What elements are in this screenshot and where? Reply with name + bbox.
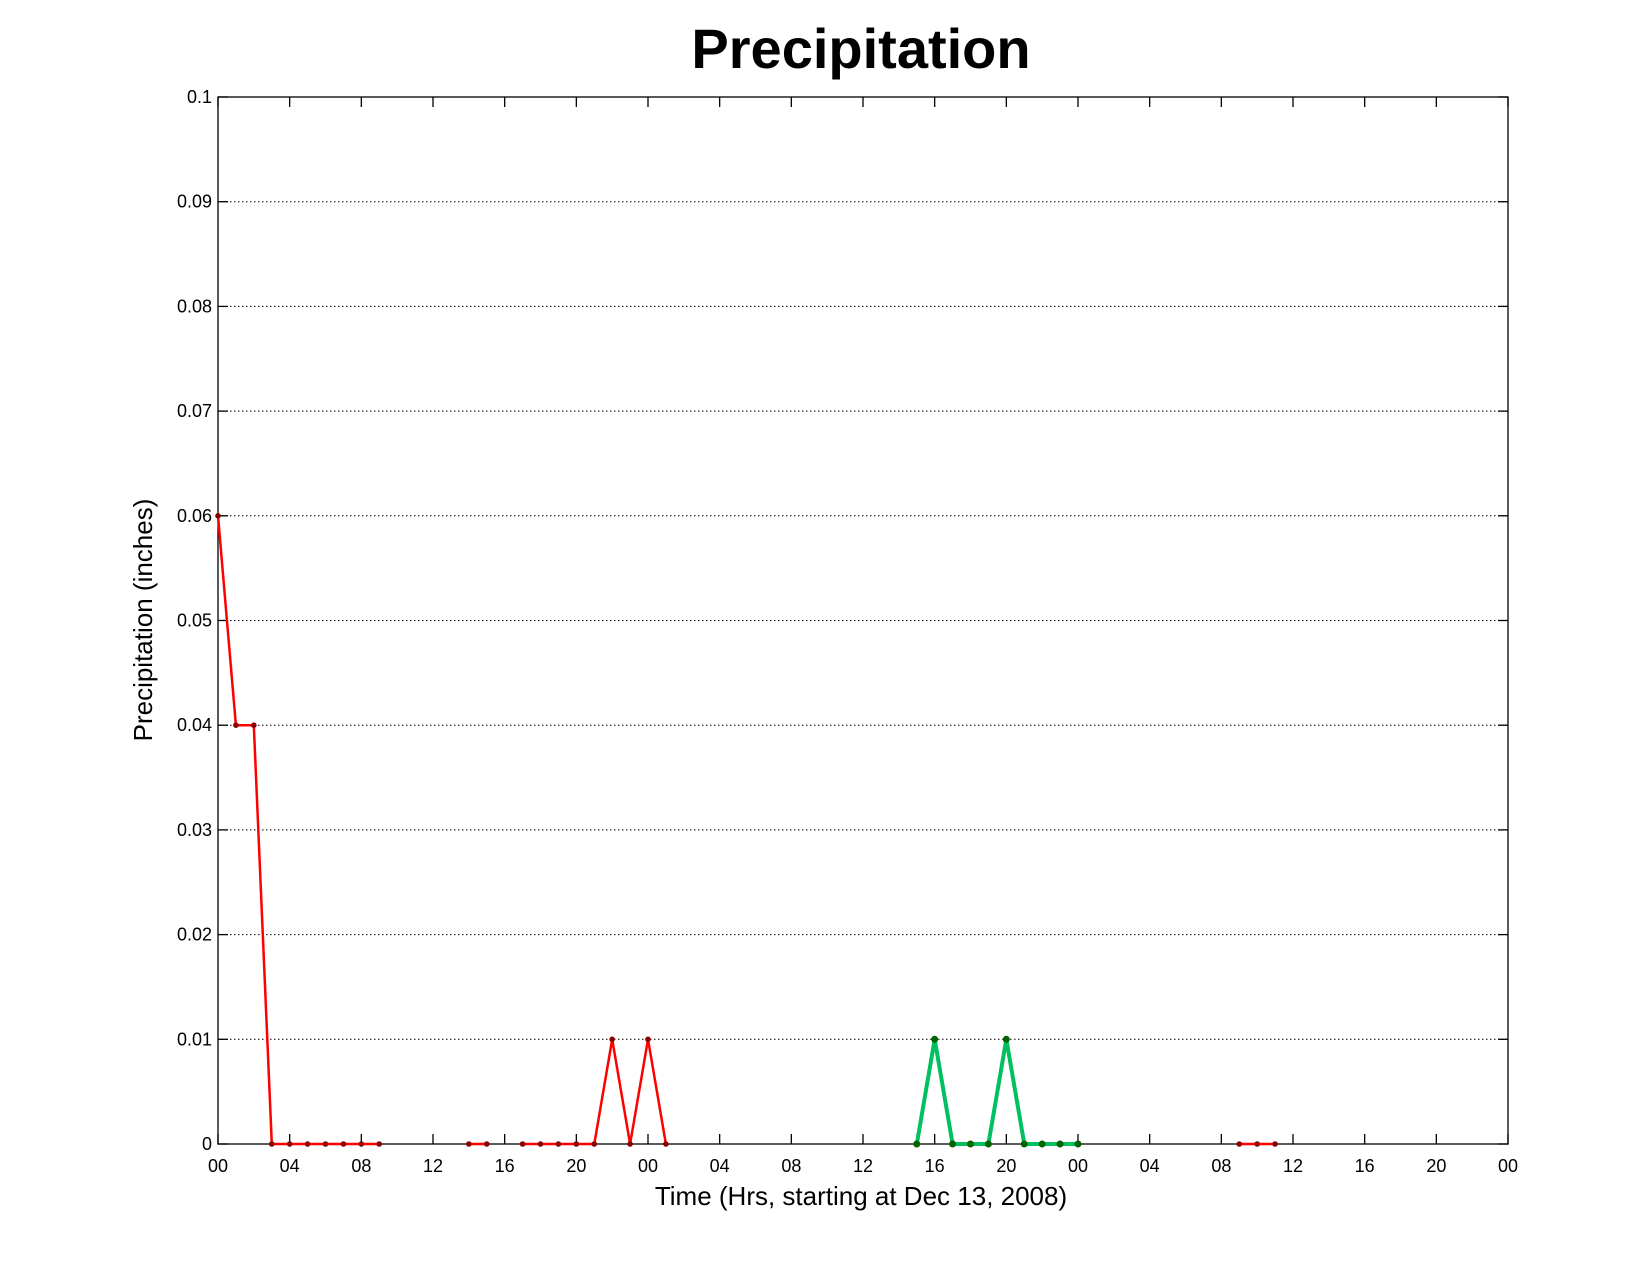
x-tick-label: 04 — [1140, 1156, 1160, 1176]
y-tick-label: 0.05 — [177, 611, 212, 631]
series-1-line — [216, 515, 380, 1146]
series-2-point — [931, 1035, 939, 1043]
series-1-point — [304, 1141, 311, 1147]
x-tick-label: 12 — [1283, 1156, 1303, 1176]
series-2-point — [984, 1140, 992, 1148]
series-1-point — [286, 1141, 293, 1147]
series-1-point — [466, 1141, 472, 1147]
series-1-point — [645, 1036, 651, 1043]
series-1-point — [340, 1141, 347, 1147]
series-1-point — [519, 1141, 526, 1147]
series-2-point — [1038, 1140, 1046, 1148]
series-2-point — [967, 1140, 974, 1148]
chart-title: Precipitation — [691, 17, 1030, 80]
series-1-point — [1272, 1141, 1278, 1147]
y-tick-label: 0.06 — [177, 506, 212, 526]
x-axis-title: Time (Hrs, starting at Dec 13, 2008) — [655, 1181, 1067, 1211]
series-1-point — [591, 1141, 598, 1147]
x-tick-label: 20 — [566, 1156, 586, 1176]
series-1-point — [555, 1141, 562, 1147]
x-tick-label: 00 — [638, 1156, 658, 1176]
x-tick-label: 16 — [1355, 1156, 1375, 1176]
x-tick-label: 08 — [351, 1156, 371, 1176]
x-tick-label: 12 — [853, 1156, 873, 1176]
series-2-point — [1020, 1140, 1028, 1148]
axis-ticks: 0 0.01 0.02 0.03 0.04 0.05 0.06 0.07 0.08 0.09 0.1… — [177, 87, 1518, 1176]
series-1-point — [537, 1141, 544, 1147]
y-tick-label: 0.03 — [177, 820, 212, 840]
y-tick-label: 0.09 — [177, 192, 212, 212]
x-tick-label: 16 — [925, 1156, 945, 1176]
x-tick-label: 08 — [1211, 1156, 1231, 1176]
y-tick-label: 0.07 — [177, 401, 212, 421]
x-tick-label: 12 — [423, 1156, 443, 1176]
series-2-point — [1002, 1035, 1010, 1043]
series-2-line — [914, 1038, 1078, 1146]
series-1-point — [215, 513, 221, 519]
series-1-point — [483, 1141, 490, 1147]
y-axis-title: Precipitation (inches) — [128, 499, 158, 742]
x-tick-label: 04 — [710, 1156, 730, 1176]
series-1-point — [233, 722, 239, 728]
y-tick-label: 0.08 — [177, 296, 212, 316]
series-1-point — [322, 1141, 329, 1147]
y-tick-label: 0 — [202, 1134, 212, 1154]
x-tick-label: 00 — [1068, 1156, 1088, 1176]
series-2-point — [913, 1140, 921, 1148]
x-tick-label: 16 — [495, 1156, 515, 1176]
series-1-point — [251, 722, 257, 728]
data-series — [215, 513, 1278, 1148]
series-1-point — [1236, 1141, 1243, 1147]
x-tick-label: 08 — [781, 1156, 801, 1176]
x-tick-label: 00 — [1498, 1156, 1518, 1176]
series-2-point — [949, 1140, 957, 1148]
series-1-point — [268, 1141, 275, 1147]
x-tick-label: 04 — [280, 1156, 300, 1176]
series-1-point — [663, 1141, 669, 1147]
x-tick-label: 00 — [208, 1156, 228, 1176]
x-tick-label: 20 — [1426, 1156, 1446, 1176]
series-2-point — [1056, 1140, 1064, 1148]
y-tick-label: 0.1 — [187, 87, 212, 107]
series-2-point — [1074, 1140, 1082, 1148]
series-1-point — [573, 1141, 580, 1147]
series-1-point — [376, 1141, 383, 1147]
series-1-point — [609, 1036, 615, 1043]
series-1-point — [627, 1141, 633, 1147]
y-tick-label: 0.02 — [177, 925, 212, 945]
series-1-point — [1254, 1141, 1260, 1147]
x-tick-label: 20 — [996, 1156, 1016, 1176]
y-tick-label: 0.01 — [177, 1029, 212, 1049]
grid-lines — [218, 201, 1508, 1040]
series-1-point — [358, 1141, 365, 1147]
y-tick-label: 0.04 — [177, 715, 212, 735]
